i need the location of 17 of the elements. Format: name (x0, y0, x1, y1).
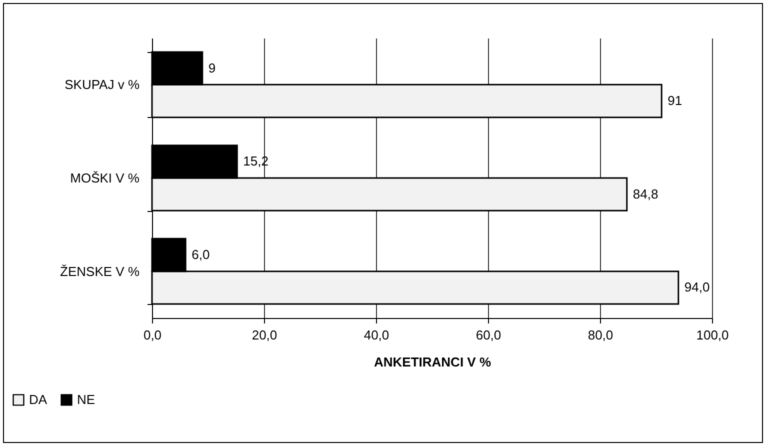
x-tick-label: 100,0 (696, 328, 729, 342)
y-tick-label: MOŠKI V % (70, 170, 140, 186)
x-axis-title: ANKETIRANCI V % (374, 354, 492, 370)
data-label: 94,0 (684, 280, 710, 295)
y-tick-label: ŽENSKE V % (60, 264, 140, 279)
x-tick-label: 80,0 (588, 328, 614, 342)
legend-label: NE (77, 392, 96, 407)
data-label: 9 (208, 60, 216, 76)
x-tick-label: 20,0 (252, 328, 278, 342)
x-tick-label: 40,0 (364, 328, 390, 342)
data-label: 6,0 (192, 247, 210, 262)
data-label: 91 (668, 93, 682, 108)
data-label: 84,8 (632, 186, 658, 202)
y-tick-label: SKUPAJ v % (64, 77, 140, 92)
x-tick-label: 60,0 (476, 328, 502, 342)
x-tick-label: 0,0 (143, 328, 162, 342)
legend-label: DA (29, 392, 48, 407)
